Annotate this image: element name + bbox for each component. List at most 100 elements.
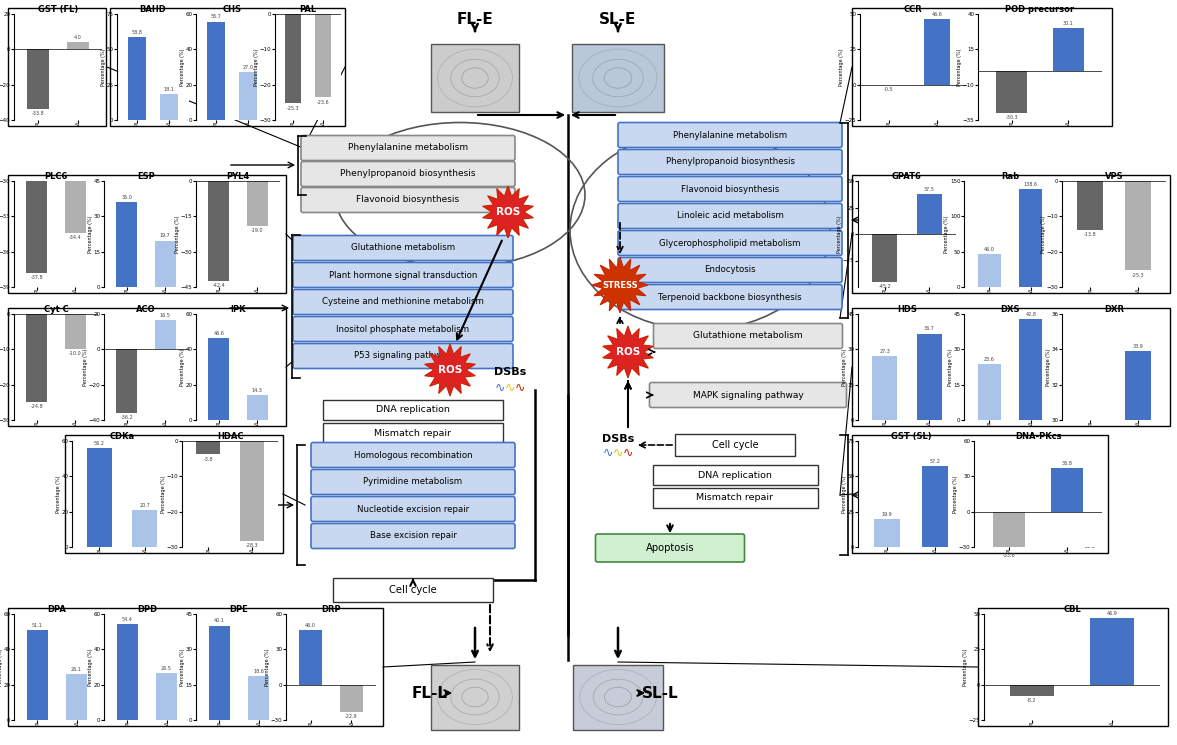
Text: 19.9: 19.9 <box>882 512 892 517</box>
Text: -28.3: -28.3 <box>246 543 258 548</box>
Y-axis label: Percentage (%): Percentage (%) <box>837 215 843 253</box>
Bar <box>197 441 220 454</box>
Text: Flavonoid biosynthesis: Flavonoid biosynthesis <box>680 185 779 194</box>
Title: PYL4: PYL4 <box>226 172 250 181</box>
Text: -23.6: -23.6 <box>317 100 330 104</box>
Y-axis label: Percentage (%): Percentage (%) <box>947 348 953 386</box>
FancyBboxPatch shape <box>596 534 745 562</box>
Bar <box>154 241 175 287</box>
Bar <box>27 630 48 720</box>
Bar <box>852 435 1108 553</box>
Text: Endocytosis: Endocytosis <box>704 265 756 274</box>
Text: DNA replication: DNA replication <box>377 405 450 414</box>
Bar <box>208 181 230 281</box>
Title: CBL: CBL <box>1063 605 1080 614</box>
Title: DXS: DXS <box>1000 305 1019 314</box>
Y-axis label: Percentage (%): Percentage (%) <box>957 48 963 86</box>
Title: PAL: PAL <box>299 5 317 14</box>
FancyBboxPatch shape <box>301 136 516 160</box>
Text: 33.9: 33.9 <box>1132 344 1143 349</box>
Text: 36.0: 36.0 <box>121 195 132 200</box>
Text: ∿: ∿ <box>613 446 624 460</box>
Text: Plant hormone signal transduction: Plant hormone signal transduction <box>328 270 477 279</box>
FancyBboxPatch shape <box>618 285 842 309</box>
Text: 37.5: 37.5 <box>924 187 935 192</box>
FancyBboxPatch shape <box>311 496 516 522</box>
Text: 42.8: 42.8 <box>1025 312 1036 317</box>
Text: ROS: ROS <box>438 365 463 375</box>
Text: 26.5: 26.5 <box>161 666 172 671</box>
Y-axis label: Percentage (%): Percentage (%) <box>84 348 88 386</box>
Text: 18.1: 18.1 <box>164 87 175 92</box>
Text: 46.0: 46.0 <box>984 247 995 253</box>
Text: 54.4: 54.4 <box>122 617 133 622</box>
Title: HDS: HDS <box>897 305 917 314</box>
Bar <box>652 465 818 485</box>
Text: 46.6: 46.6 <box>213 331 225 335</box>
Text: Linoleic acid metabolism: Linoleic acid metabolism <box>677 212 784 221</box>
Bar <box>117 202 138 287</box>
Bar <box>996 71 1028 113</box>
Bar <box>852 308 1170 426</box>
Text: 27.3: 27.3 <box>879 349 890 354</box>
Bar <box>208 337 230 420</box>
Text: ∿: ∿ <box>494 381 505 395</box>
Bar <box>65 314 86 349</box>
Y-axis label: Percentage (%): Percentage (%) <box>1046 348 1051 386</box>
Text: Phenylalanine metabolism: Phenylalanine metabolism <box>348 144 468 153</box>
Text: 22.6: 22.6 <box>1085 544 1096 548</box>
Text: 4.0: 4.0 <box>74 35 82 40</box>
Title: DXR: DXR <box>1104 305 1124 314</box>
Bar <box>127 37 146 120</box>
Text: -24.8: -24.8 <box>31 404 44 409</box>
Text: 46.9: 46.9 <box>1106 611 1117 616</box>
Text: 36.8: 36.8 <box>1062 461 1072 466</box>
Bar <box>978 364 1000 420</box>
Title: GPAT6: GPAT6 <box>892 172 922 181</box>
Y-axis label: Percentage (%): Percentage (%) <box>161 475 166 513</box>
Bar <box>65 0 86 233</box>
Text: -36.2: -36.2 <box>120 416 133 420</box>
Title: GST (FL): GST (FL) <box>38 5 78 14</box>
Bar <box>978 255 1000 287</box>
Bar <box>1077 551 1103 745</box>
Text: -3.8: -3.8 <box>204 457 213 462</box>
Text: Inositol phosphate metabolism: Inositol phosphate metabolism <box>337 325 470 334</box>
Bar <box>66 674 87 720</box>
Bar <box>27 49 49 109</box>
FancyBboxPatch shape <box>293 317 513 341</box>
FancyBboxPatch shape <box>311 443 516 468</box>
Text: 51.1: 51.1 <box>32 623 42 627</box>
Bar <box>299 630 321 685</box>
Title: CHS: CHS <box>222 5 241 14</box>
Bar <box>8 175 286 293</box>
Y-axis label: Percentage (%): Percentage (%) <box>842 348 846 386</box>
Bar <box>239 72 258 120</box>
Text: 14.3: 14.3 <box>252 387 262 393</box>
Y-axis label: Percentage (%): Percentage (%) <box>254 48 259 86</box>
Text: -19.0: -19.0 <box>251 228 264 233</box>
Text: -22.9: -22.9 <box>345 714 358 719</box>
Title: POD precursor: POD precursor <box>1005 5 1075 14</box>
Text: Mismatch repair: Mismatch repair <box>697 493 773 502</box>
Bar <box>240 441 264 541</box>
Text: Homologous recombination: Homologous recombination <box>353 451 472 460</box>
Text: ∿: ∿ <box>603 446 613 460</box>
Y-axis label: Percentage (%): Percentage (%) <box>963 648 969 685</box>
Text: DSBs: DSBs <box>601 434 634 444</box>
Bar <box>852 8 1112 126</box>
Text: Glutathione metabolism: Glutathione metabolism <box>351 244 455 253</box>
Title: PLC6: PLC6 <box>45 172 68 181</box>
Title: CDKa: CDKa <box>109 432 134 441</box>
Y-axis label: Percentage (%): Percentage (%) <box>1042 215 1046 253</box>
Text: ROS: ROS <box>616 347 640 357</box>
Text: -34.4: -34.4 <box>68 235 81 240</box>
FancyBboxPatch shape <box>293 262 513 288</box>
Y-axis label: Percentage (%): Percentage (%) <box>0 648 2 685</box>
Text: 36.7: 36.7 <box>924 326 935 332</box>
FancyBboxPatch shape <box>618 177 842 201</box>
Bar <box>431 44 519 112</box>
Text: 138.6: 138.6 <box>1024 182 1038 187</box>
FancyBboxPatch shape <box>293 343 513 369</box>
Bar <box>431 665 519 729</box>
